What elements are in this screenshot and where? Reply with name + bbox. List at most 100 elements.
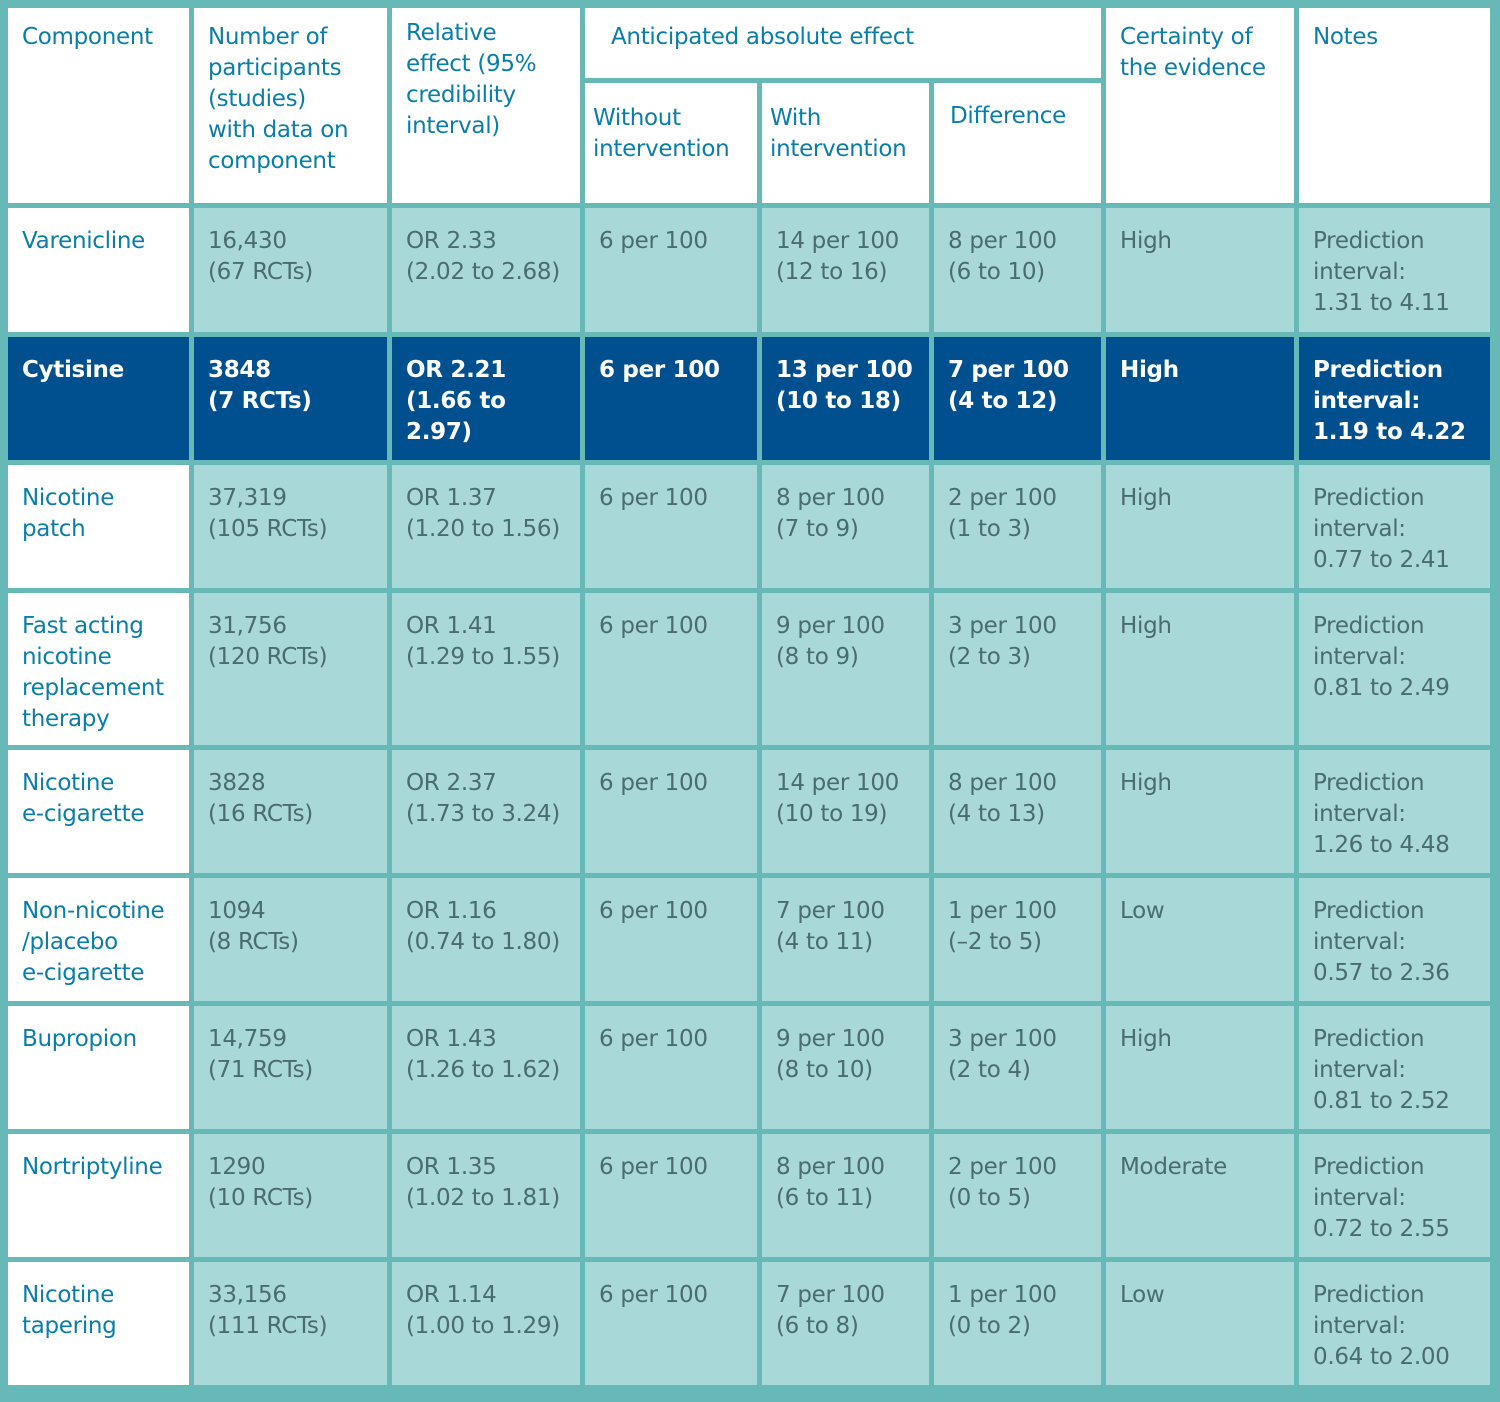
- cell-notes-line: 0.81 to 2.52: [1313, 1088, 1450, 1114]
- cell-relative-effect-line: OR 2.33: [406, 228, 497, 254]
- cell-notes-line: interval:: [1313, 644, 1406, 670]
- cell-participants: 33,156 (111 RCTs): [194, 1262, 387, 1385]
- cell-component-line: Nicotine: [22, 770, 115, 796]
- cell-notes-line: Prediction: [1313, 1026, 1425, 1052]
- header-participants-line: with data on: [208, 117, 349, 143]
- cell-relative-effect-line: OR 1.35: [406, 1154, 497, 1180]
- cell-certainty-line: Low: [1120, 1282, 1165, 1308]
- cell-participants-line: 31,756: [208, 613, 287, 639]
- header-component: Component: [8, 8, 189, 203]
- cell-difference-line: (1 to 3): [948, 516, 1031, 542]
- cell-participants-line: 3828: [208, 770, 266, 796]
- cell-with-intervention: 8 per 100 (7 to 9): [762, 465, 929, 588]
- cell-relative-effect-line: (2.02 to 2.68): [406, 259, 560, 285]
- cell-notes-line: 0.77 to 2.41: [1313, 547, 1450, 573]
- cell-notes-line: 1.19 to 4.22: [1313, 419, 1466, 445]
- cell-relative-effect-line: (0.74 to 1.80): [406, 929, 560, 955]
- header-relative-line: credibility: [406, 82, 516, 108]
- cell-difference: 2 per 100 (1 to 3): [934, 465, 1101, 588]
- cell-participants-line: (120 RCTs): [208, 644, 328, 670]
- cell-relative-effect: OR 2.37 (1.73 to 3.24): [392, 750, 580, 873]
- cell-certainty-line: High: [1120, 613, 1172, 639]
- cell-component-line: Cytisine: [22, 357, 124, 383]
- cell-notes: Prediction interval: 0.77 to 2.41: [1299, 465, 1490, 588]
- cell-with-intervention-line: (8 to 10): [776, 1057, 873, 1083]
- header-notes-label: Notes: [1313, 24, 1378, 50]
- cell-certainty-line: High: [1120, 1026, 1172, 1052]
- cell-notes-line: 0.81 to 2.49: [1313, 675, 1450, 701]
- cell-notes-line: 1.31 to 4.11: [1313, 290, 1450, 316]
- header-without-intervention: Without intervention: [585, 83, 757, 203]
- cell-difference-line: 8 per 100: [948, 770, 1057, 796]
- cell-notes-line: interval:: [1313, 801, 1406, 827]
- cell-with-intervention-line: (7 to 9): [776, 516, 859, 542]
- cell-without-intervention: 6 per 100: [585, 465, 757, 588]
- cell-component: Nicotine tapering: [8, 1262, 189, 1385]
- cell-with-intervention: 13 per 100 (10 to 18): [762, 337, 929, 460]
- cell-certainty-line: Moderate: [1120, 1154, 1227, 1180]
- cell-relative-effect: OR 1.35 (1.02 to 1.81): [392, 1134, 580, 1257]
- cell-with-intervention-line: 14 per 100: [776, 770, 899, 796]
- cell-with-intervention: 14 per 100 (12 to 16): [762, 208, 929, 332]
- cell-relative-effect-line: OR 1.37: [406, 485, 497, 511]
- header-with-line: With: [770, 105, 822, 131]
- cell-participants: 14,759 (71 RCTs): [194, 1006, 387, 1129]
- cell-with-intervention-line: (10 to 19): [776, 801, 888, 827]
- cell-difference-line: (4 to 12): [948, 388, 1058, 414]
- cell-certainty: High: [1106, 1006, 1294, 1129]
- cell-without-intervention: 6 per 100: [585, 593, 757, 745]
- header-notes: Notes: [1299, 8, 1490, 203]
- cell-relative-effect-line: (1.26 to 1.62): [406, 1057, 560, 1083]
- cell-notes-line: Prediction: [1313, 485, 1425, 511]
- cell-with-intervention-line: (6 to 11): [776, 1185, 873, 1211]
- header-absolute-effect-label: Anticipated absolute effect: [611, 24, 914, 50]
- cell-with-intervention: 14 per 100 (10 to 19): [762, 750, 929, 873]
- cell-certainty: High: [1106, 208, 1294, 332]
- cell-notes-line: interval:: [1313, 1185, 1406, 1211]
- cell-participants-line: (8 RCTs): [208, 929, 299, 955]
- cell-without-intervention-line: 6 per 100: [599, 357, 720, 383]
- cell-component-line: tapering: [22, 1313, 117, 1339]
- cell-participants-line: 37,319: [208, 485, 287, 511]
- cell-component-line: therapy: [22, 706, 110, 732]
- cell-relative-effect-line: OR 2.21: [406, 357, 506, 383]
- cell-component: Varenicline: [8, 208, 189, 332]
- cell-certainty-line: Low: [1120, 898, 1165, 924]
- cell-difference-line: 1 per 100: [948, 898, 1057, 924]
- cell-without-intervention-line: 6 per 100: [599, 1026, 708, 1052]
- cell-relative-effect-line: OR 1.16: [406, 898, 497, 924]
- cell-component-line: patch: [22, 516, 86, 542]
- cell-with-intervention-line: 7 per 100: [776, 898, 885, 924]
- cell-with-intervention-line: 14 per 100: [776, 228, 899, 254]
- header-difference-label: Difference: [950, 103, 1066, 129]
- header-without-line: Without: [593, 105, 681, 131]
- header-certainty: Certainty of the evidence: [1106, 8, 1294, 203]
- cell-relative-effect-line: OR 1.43: [406, 1026, 497, 1052]
- cell-notes: Prediction interval: 1.19 to 4.22: [1299, 337, 1490, 460]
- cell-component: Fast acting nicotine replacement therapy: [8, 593, 189, 745]
- cell-relative-effect-line: OR 2.37: [406, 770, 497, 796]
- header-without-line: intervention: [593, 136, 730, 162]
- evidence-table: Component Number of participants (studie…: [3, 3, 1497, 1399]
- cell-difference-line: 3 per 100: [948, 1026, 1057, 1052]
- cell-notes-line: Prediction: [1313, 898, 1425, 924]
- cell-relative-effect: OR 2.33 (2.02 to 2.68): [392, 208, 580, 332]
- cell-relative-effect-line: (1.20 to 1.56): [406, 516, 560, 542]
- cell-with-intervention: 8 per 100 (6 to 11): [762, 1134, 929, 1257]
- cell-relative-effect: OR 2.21 (1.66 to 2.97): [392, 337, 580, 460]
- cell-difference-line: 1 per 100: [948, 1282, 1057, 1308]
- header-participants-line: (studies): [208, 86, 306, 112]
- cell-without-intervention-line: 6 per 100: [599, 770, 708, 796]
- cell-certainty: High: [1106, 337, 1294, 460]
- cell-notes: Prediction interval: 0.81 to 2.52: [1299, 1006, 1490, 1129]
- cell-with-intervention: 7 per 100 (4 to 11): [762, 878, 929, 1001]
- cell-notes-line: 0.57 to 2.36: [1313, 960, 1450, 986]
- cell-participants-line: 1094: [208, 898, 266, 924]
- cell-without-intervention-line: 6 per 100: [599, 613, 708, 639]
- cell-with-intervention-line: (12 to 16): [776, 259, 888, 285]
- cell-without-intervention-line: 6 per 100: [599, 898, 708, 924]
- header-with-intervention: With intervention: [762, 83, 929, 203]
- cell-with-intervention-line: (4 to 11): [776, 929, 873, 955]
- header-relative-effect: Relative effect (95% credibility interva…: [392, 8, 580, 203]
- cell-with-intervention-line: 8 per 100: [776, 1154, 885, 1180]
